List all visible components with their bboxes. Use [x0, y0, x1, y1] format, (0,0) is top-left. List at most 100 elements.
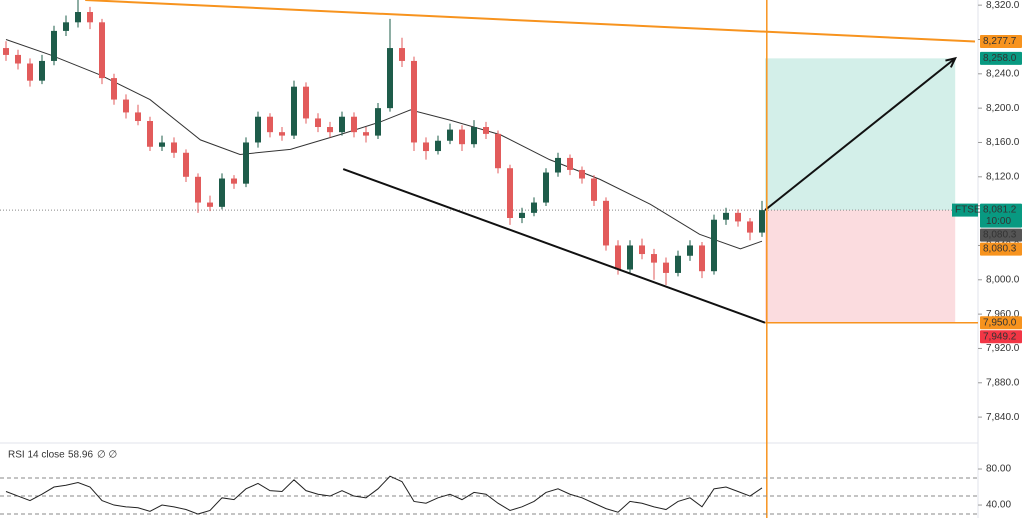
candle-body	[99, 22, 105, 79]
y-tick-label: 7,960.0	[986, 309, 1020, 320]
candle-body	[603, 200, 609, 246]
candle-body	[747, 221, 753, 233]
candle-body	[3, 48, 9, 55]
candle-body	[423, 142, 429, 152]
candle-body	[183, 152, 189, 177]
candle-body	[351, 116, 357, 133]
rsi-title: RSI 14 close	[8, 450, 65, 461]
candle-body	[279, 132, 285, 136]
candle-body	[435, 140, 441, 152]
candle-body	[315, 118, 321, 128]
y-tick-label: 8,000.0	[986, 274, 1020, 285]
candle-body	[663, 262, 669, 273]
candle-body	[63, 22, 69, 31]
y-tick-label: 8,120.0	[986, 171, 1020, 182]
candle-body	[687, 245, 693, 256]
candle-body	[651, 254, 657, 263]
candle-body	[27, 63, 33, 81]
candle-body	[387, 48, 393, 109]
candle-body	[483, 127, 489, 134]
candle-body	[447, 129, 453, 141]
price-badge-label: 8,080.3	[983, 230, 1017, 241]
candle-body	[591, 178, 597, 201]
rsi-line	[5, 475, 763, 515]
candle-body	[507, 168, 513, 218]
trend-line	[342, 168, 766, 324]
candle-body	[243, 142, 249, 184]
rsi-tick-label: 80.00	[986, 464, 1011, 475]
candle-body	[735, 212, 741, 222]
candle-body	[675, 255, 681, 273]
y-tick-label: 7,920.0	[986, 343, 1020, 354]
candle-body	[627, 245, 633, 270]
candle-body	[615, 245, 621, 270]
candle-body	[567, 157, 573, 170]
candle-body	[207, 202, 213, 207]
candle-body	[303, 86, 309, 119]
candle-body	[459, 129, 465, 145]
symbol-badge	[952, 203, 978, 217]
moving-average	[5, 39, 763, 250]
candle-body	[711, 219, 717, 272]
candle-body	[519, 212, 525, 218]
rsi-legend: RSI 14 close 58.96 ∅ ∅	[8, 450, 117, 461]
candle-body	[327, 127, 333, 133]
candle-body	[723, 212, 729, 220]
candle-body	[231, 178, 237, 184]
candle-body	[555, 157, 561, 173]
price-badge-label: 8,258.0	[983, 53, 1017, 64]
price-badge	[980, 34, 1022, 48]
loss-zone	[765, 210, 956, 323]
y-tick-label: 7,880.0	[986, 377, 1020, 388]
candle-body	[543, 172, 549, 203]
price-badge-label: 8,277.7	[983, 36, 1017, 47]
price-badge	[980, 330, 1022, 344]
candle-body	[15, 54, 21, 64]
candle-body	[639, 245, 645, 255]
candle-body	[135, 112, 141, 122]
rsi-last: 58.96	[68, 450, 93, 461]
price-badge-label: 8,080.3	[983, 244, 1017, 255]
candle-body	[159, 142, 165, 147]
price-badge	[980, 51, 1022, 65]
candle-body	[759, 210, 765, 233]
candle-body	[51, 30, 57, 61]
candle-body	[339, 116, 345, 133]
candle-body	[195, 176, 201, 203]
candle-body	[123, 99, 129, 113]
candle-body	[363, 132, 369, 136]
candle-body	[87, 12, 93, 23]
rsi-tick-label: 40.00	[986, 500, 1011, 511]
price-badge	[980, 228, 1022, 242]
candle-body	[399, 48, 405, 61]
candle-body	[171, 142, 177, 153]
price-badge-label: 7,950.0	[983, 317, 1017, 328]
price-badge-label: 7,949.2	[983, 331, 1017, 342]
candle-body	[39, 60, 45, 81]
y-tick-label: 8,200.0	[986, 103, 1020, 114]
candle-body	[147, 121, 153, 147]
symbol-label: FTSE	[955, 205, 981, 216]
y-tick-label: 8,240.0	[986, 68, 1020, 79]
y-tick-label: 8,160.0	[986, 137, 1020, 148]
candle-body	[111, 78, 117, 100]
candle-body	[219, 178, 225, 207]
candle-body	[75, 12, 81, 23]
candle-body	[267, 116, 273, 133]
target-arrow	[764, 57, 956, 211]
price-badge	[980, 316, 1022, 330]
candle-body	[471, 127, 477, 145]
y-tick-label: 7,840.0	[986, 412, 1020, 423]
candle-body	[291, 86, 297, 136]
candle-body	[531, 202, 537, 213]
arrow-head	[945, 56, 957, 68]
candle-body	[495, 133, 501, 169]
price-badge-label: 8,081.2	[983, 205, 1017, 216]
y-tick-label: 8,320.0	[986, 0, 1020, 11]
candle-body	[255, 116, 261, 143]
time-label: 10:00	[986, 216, 1011, 227]
price-badge	[980, 242, 1022, 256]
trend-line	[85, 0, 976, 43]
candle-body	[411, 60, 417, 143]
